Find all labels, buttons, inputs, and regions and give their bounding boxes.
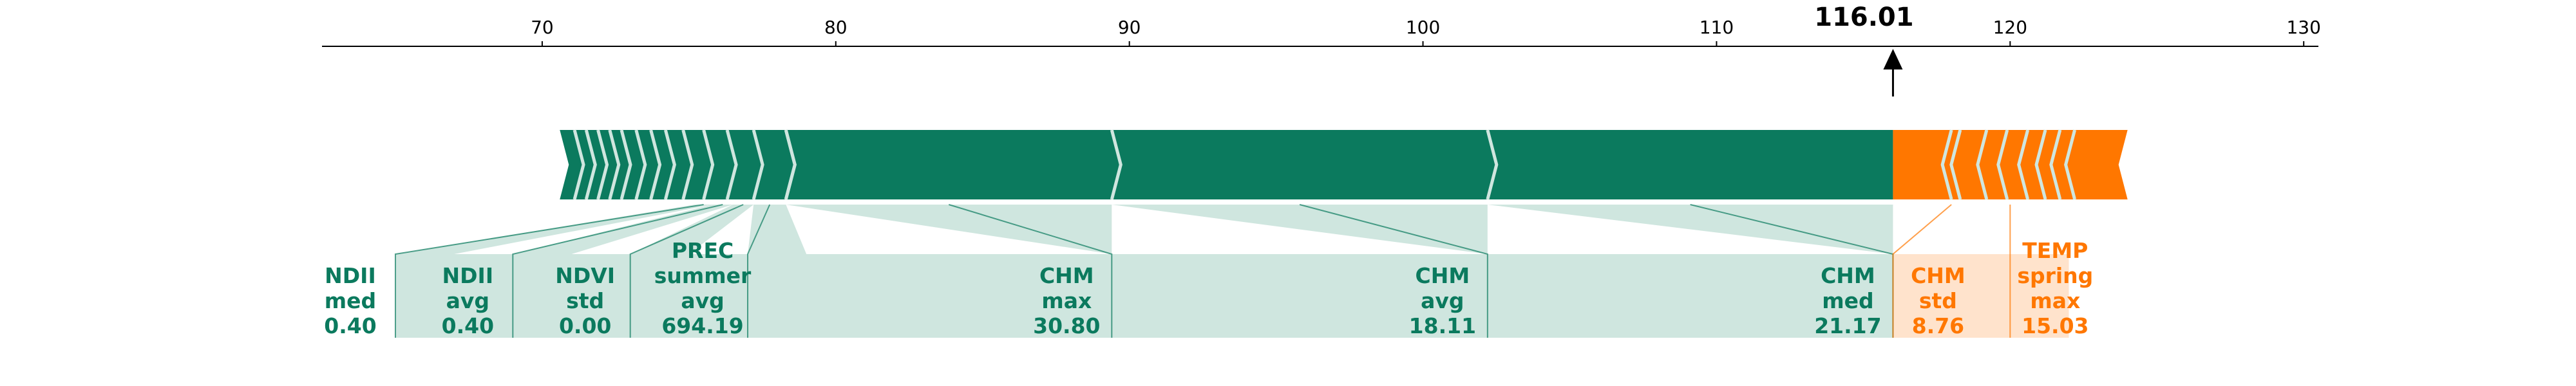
feature-fill-areas [395, 205, 2069, 338]
negative-chevron [2017, 129, 2030, 200]
tick-label: 110 [1700, 17, 1734, 38]
feature-fill-wedge [1487, 205, 1893, 254]
tick-label: 120 [1993, 17, 2027, 38]
negative-feature-label-line: TEMP [2022, 238, 2088, 263]
negative-chevron [1976, 129, 1989, 200]
negative-fill-area [1893, 254, 2069, 338]
positive-chevron [620, 129, 632, 200]
positive-chevron [584, 129, 597, 200]
positive-feature-label-line: 18.11 [1409, 313, 1476, 338]
tick-label: 70 [531, 17, 554, 38]
positive-chevron [702, 129, 715, 200]
chevron-separators [573, 129, 2077, 200]
negative-feature-label-line: max [2030, 288, 2080, 313]
negative-chevron [2064, 129, 2077, 200]
positive-chevron [634, 129, 647, 200]
positive-feature-label-line: PREC [672, 238, 734, 263]
negative-feature-label-line: 15.03 [2022, 313, 2088, 338]
positive-feature-label-line: CHM [1416, 263, 1470, 288]
negative-feature-label-line: CHM [1911, 263, 1965, 288]
prediction-marker: 116.01 [1814, 3, 1914, 96]
positive-feature-label-line: 694.19 [661, 313, 743, 338]
positive-feature-connector [394, 204, 704, 338]
positive-chevron [752, 129, 764, 200]
positive-chevron [596, 129, 609, 200]
tick-label: 100 [1406, 17, 1440, 38]
positive-feature-label-line: med [1822, 288, 1873, 313]
x-axis: 70 80 90 100 110 120 130 [322, 17, 2321, 47]
positive-feature-connector [747, 204, 771, 338]
positive-feature-label-line: NDVI [555, 263, 615, 288]
positive-feature-label-line: CHM [1821, 263, 1875, 288]
feature-labels: NDIImed0.40NDIIavg0.40NDVIstd0.00PRECsum… [324, 238, 2093, 338]
positive-chevron [1110, 129, 1122, 200]
feature-fill-wedge [786, 205, 1112, 254]
negative-chevron [1996, 129, 2009, 200]
negative-bar [1893, 130, 2128, 199]
tick-label: 90 [1118, 17, 1141, 38]
positive-feature-label-line: 0.40 [442, 313, 494, 338]
negative-chevron [2034, 129, 2047, 200]
negative-chevron [1940, 129, 1953, 200]
tick-label: 80 [824, 17, 848, 38]
positive-feature-connector [512, 204, 723, 338]
positive-feature-label-line: 0.00 [559, 313, 611, 338]
positive-chevron [573, 129, 585, 200]
negative-feature-label-line: std [1919, 288, 1957, 313]
positive-feature-label-line: avg [446, 288, 489, 313]
positive-chevron [649, 129, 662, 200]
negative-chevron [2049, 129, 2062, 200]
positive-feature-connector [1299, 204, 1488, 338]
positive-feature-label-line: std [566, 288, 604, 313]
positive-feature-label-line: avg [681, 288, 724, 313]
positive-chevron [1486, 129, 1499, 200]
negative-feature-label-line: spring [2017, 263, 2093, 288]
positive-chevron [725, 129, 738, 200]
positive-feature-label-line: CHM [1039, 263, 1094, 288]
feature-fill-wedge [748, 205, 807, 254]
positive-chevron [663, 129, 676, 200]
negative-chevron [1949, 129, 1962, 200]
positive-feature-label-line: avg [1421, 288, 1464, 313]
positive-fill-area [395, 254, 1893, 338]
feature-fill-wedge [630, 205, 754, 254]
positive-bar [560, 130, 1893, 199]
positive-feature-label-line: 21.17 [1814, 313, 1881, 338]
positive-chevron [608, 129, 621, 200]
tick-label: 130 [2286, 17, 2320, 38]
negative-feature-connector [1892, 204, 1952, 338]
positive-feature-label-line: 30.80 [1033, 313, 1100, 338]
positive-feature-label-line: med [325, 288, 376, 313]
feature-connectors [394, 204, 2011, 338]
prediction-value: 116.01 [1814, 3, 1913, 32]
positive-feature-label-line: summer [654, 263, 752, 288]
positive-chevron [784, 129, 797, 200]
feature-fill-wedge [1112, 205, 1488, 254]
positive-feature-label-line: NDII [442, 263, 494, 288]
positive-feature-connector [629, 204, 744, 338]
positive-chevron [681, 129, 694, 200]
negative-feature-label-line: 8.76 [1912, 313, 1964, 338]
prediction-arrow-icon [1883, 49, 1903, 69]
positive-feature-connector [949, 204, 1113, 338]
positive-feature-label-line: max [1041, 288, 1092, 313]
positive-feature-label-line: NDII [325, 263, 376, 288]
positive-feature-label-line: 0.40 [324, 313, 376, 338]
